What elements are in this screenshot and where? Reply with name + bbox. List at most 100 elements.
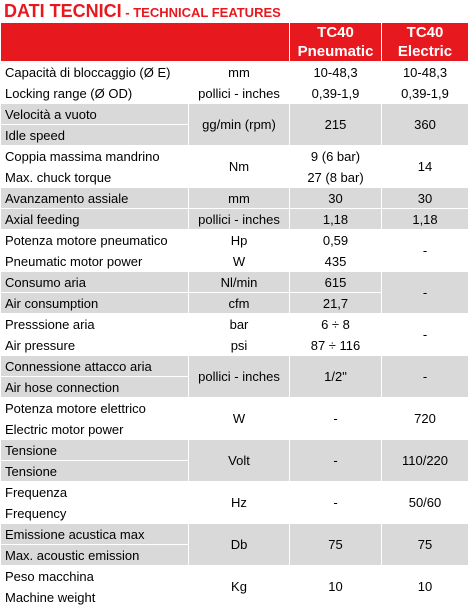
- row-label: Capacità di bloccaggio (Ø E): [1, 62, 189, 83]
- page-title: DATI TECNICI - TECHNICAL FEATURES: [0, 0, 468, 22]
- row-unit: Volt: [189, 440, 290, 482]
- row-unit: bar: [189, 314, 290, 335]
- spec-table: TC40 Pneumatic TC40 Electric Capacità di…: [0, 22, 468, 608]
- row-electric-value: 30: [382, 188, 468, 209]
- row-label: Frequency: [1, 503, 189, 524]
- table-row: Potenza motore elettrico W - 720: [1, 398, 468, 419]
- row-pneumatic-value: 1,18: [290, 209, 382, 230]
- row-electric-value: 110/220: [382, 440, 468, 482]
- table-row: Axial feeding pollici - inches 1,18 1,18: [1, 209, 468, 230]
- row-label: Air pressure: [1, 335, 189, 356]
- row-label: Tensione: [1, 440, 189, 461]
- row-label: Idle speed: [1, 125, 189, 146]
- row-label: Coppia massima mandrino: [1, 146, 189, 167]
- row-electric-value: 0,39-1,9: [382, 83, 468, 104]
- row-unit: W: [189, 251, 290, 272]
- row-label: Pneumatic motor power: [1, 251, 189, 272]
- row-pneumatic-value: 9 (6 bar): [290, 146, 382, 167]
- row-pneumatic-value: 615: [290, 272, 382, 293]
- header-pneumatic-type: Pneumatic: [290, 42, 381, 61]
- row-unit: Nl/min: [189, 272, 290, 293]
- row-label: Peso macchina: [1, 566, 189, 587]
- row-pneumatic-value: 1/2": [290, 356, 382, 398]
- row-pneumatic-value: -: [290, 482, 382, 524]
- row-unit: cfm: [189, 293, 290, 314]
- header-electric: TC40 Electric: [382, 23, 468, 62]
- table-row: Coppia massima mandrino Nm 9 (6 bar) 14: [1, 146, 468, 167]
- table-row: Avanzamento assiale mm 30 30: [1, 188, 468, 209]
- row-unit: Nm: [189, 146, 290, 188]
- row-pneumatic-value: 75: [290, 524, 382, 566]
- row-electric-value: 14: [382, 146, 468, 188]
- table-row: Consumo aria Nl/min 615 -: [1, 272, 468, 293]
- row-electric-value: 720: [382, 398, 468, 440]
- row-unit: mm: [189, 188, 290, 209]
- row-pneumatic-value: 10-48,3: [290, 62, 382, 83]
- header-electric-model: TC40: [382, 23, 468, 42]
- row-pneumatic-value: 21,7: [290, 293, 382, 314]
- row-label: Air consumption: [1, 293, 189, 314]
- row-label: Velocità a vuoto: [1, 104, 189, 125]
- row-label: Potenza motore pneumatico: [1, 230, 189, 251]
- header-row: TC40 Pneumatic TC40 Electric: [1, 23, 468, 62]
- table-row: Connessione attacco aria pollici - inche…: [1, 356, 468, 377]
- table-row: Frequenza Hz - 50/60: [1, 482, 468, 503]
- row-pneumatic-value: 215: [290, 104, 382, 146]
- row-label: Emissione acustica max: [1, 524, 189, 545]
- table-row: Emissione acustica max Db 75 75: [1, 524, 468, 545]
- row-electric-value: 75: [382, 524, 468, 566]
- row-pneumatic-value: 435: [290, 251, 382, 272]
- row-electric-value: -: [382, 356, 468, 398]
- row-label: Electric motor power: [1, 419, 189, 440]
- row-label: Presssione aria: [1, 314, 189, 335]
- row-electric-value: -: [382, 230, 468, 272]
- row-label: Consumo aria: [1, 272, 189, 293]
- row-label: Locking range (Ø OD): [1, 83, 189, 104]
- header-electric-type: Electric: [382, 42, 468, 61]
- row-label: Connessione attacco aria: [1, 356, 189, 377]
- row-unit: mm: [189, 62, 290, 83]
- row-label: Air hose connection: [1, 377, 189, 398]
- row-label: Max. acoustic emission: [1, 545, 189, 566]
- row-pneumatic-value: -: [290, 398, 382, 440]
- row-unit: Hz: [189, 482, 290, 524]
- row-unit: pollici - inches: [189, 209, 290, 230]
- row-label: Potenza motore elettrico: [1, 398, 189, 419]
- row-label: Frequenza: [1, 482, 189, 503]
- table-row: Capacità di bloccaggio (Ø E) mm 10-48,3 …: [1, 62, 468, 83]
- row-label: Axial feeding: [1, 209, 189, 230]
- header-blank: [1, 23, 290, 62]
- row-electric-value: -: [382, 272, 468, 314]
- row-unit: psi: [189, 335, 290, 356]
- row-pneumatic-value: 0,39-1,9: [290, 83, 382, 104]
- table-row: Potenza motore pneumatico Hp 0,59 -: [1, 230, 468, 251]
- table-row: Tensione Volt - 110/220: [1, 440, 468, 461]
- title-main: DATI TECNICI: [4, 1, 122, 21]
- row-electric-value: 50/60: [382, 482, 468, 524]
- row-pneumatic-value: 87 ÷ 116: [290, 335, 382, 356]
- row-unit: Hp: [189, 230, 290, 251]
- row-pneumatic-value: 0,59: [290, 230, 382, 251]
- row-electric-value: 1,18: [382, 209, 468, 230]
- row-electric-value: -: [382, 314, 468, 356]
- row-unit: pollici - inches: [189, 356, 290, 398]
- row-label: Max. chuck torque: [1, 167, 189, 188]
- row-pneumatic-value: 27 (8 bar): [290, 167, 382, 188]
- row-electric-value: 360: [382, 104, 468, 146]
- row-label: Tensione: [1, 461, 189, 482]
- row-electric-value: 10-48,3: [382, 62, 468, 83]
- table-row: Velocità a vuoto gg/min (rpm) 215 360: [1, 104, 468, 125]
- header-pneumatic-model: TC40: [290, 23, 381, 42]
- header-pneumatic: TC40 Pneumatic: [290, 23, 382, 62]
- row-label: Machine weight: [1, 587, 189, 608]
- table-row: Peso macchina Kg 10 10: [1, 566, 468, 587]
- table-row: Presssione aria bar 6 ÷ 8 -: [1, 314, 468, 335]
- row-unit: Db: [189, 524, 290, 566]
- row-pneumatic-value: 6 ÷ 8: [290, 314, 382, 335]
- row-unit: pollici - inches: [189, 83, 290, 104]
- row-pneumatic-value: -: [290, 440, 382, 482]
- table-row: Locking range (Ø OD) pollici - inches 0,…: [1, 83, 468, 104]
- row-pneumatic-value: 30: [290, 188, 382, 209]
- row-unit: gg/min (rpm): [189, 104, 290, 146]
- title-sub: - TECHNICAL FEATURES: [122, 5, 281, 20]
